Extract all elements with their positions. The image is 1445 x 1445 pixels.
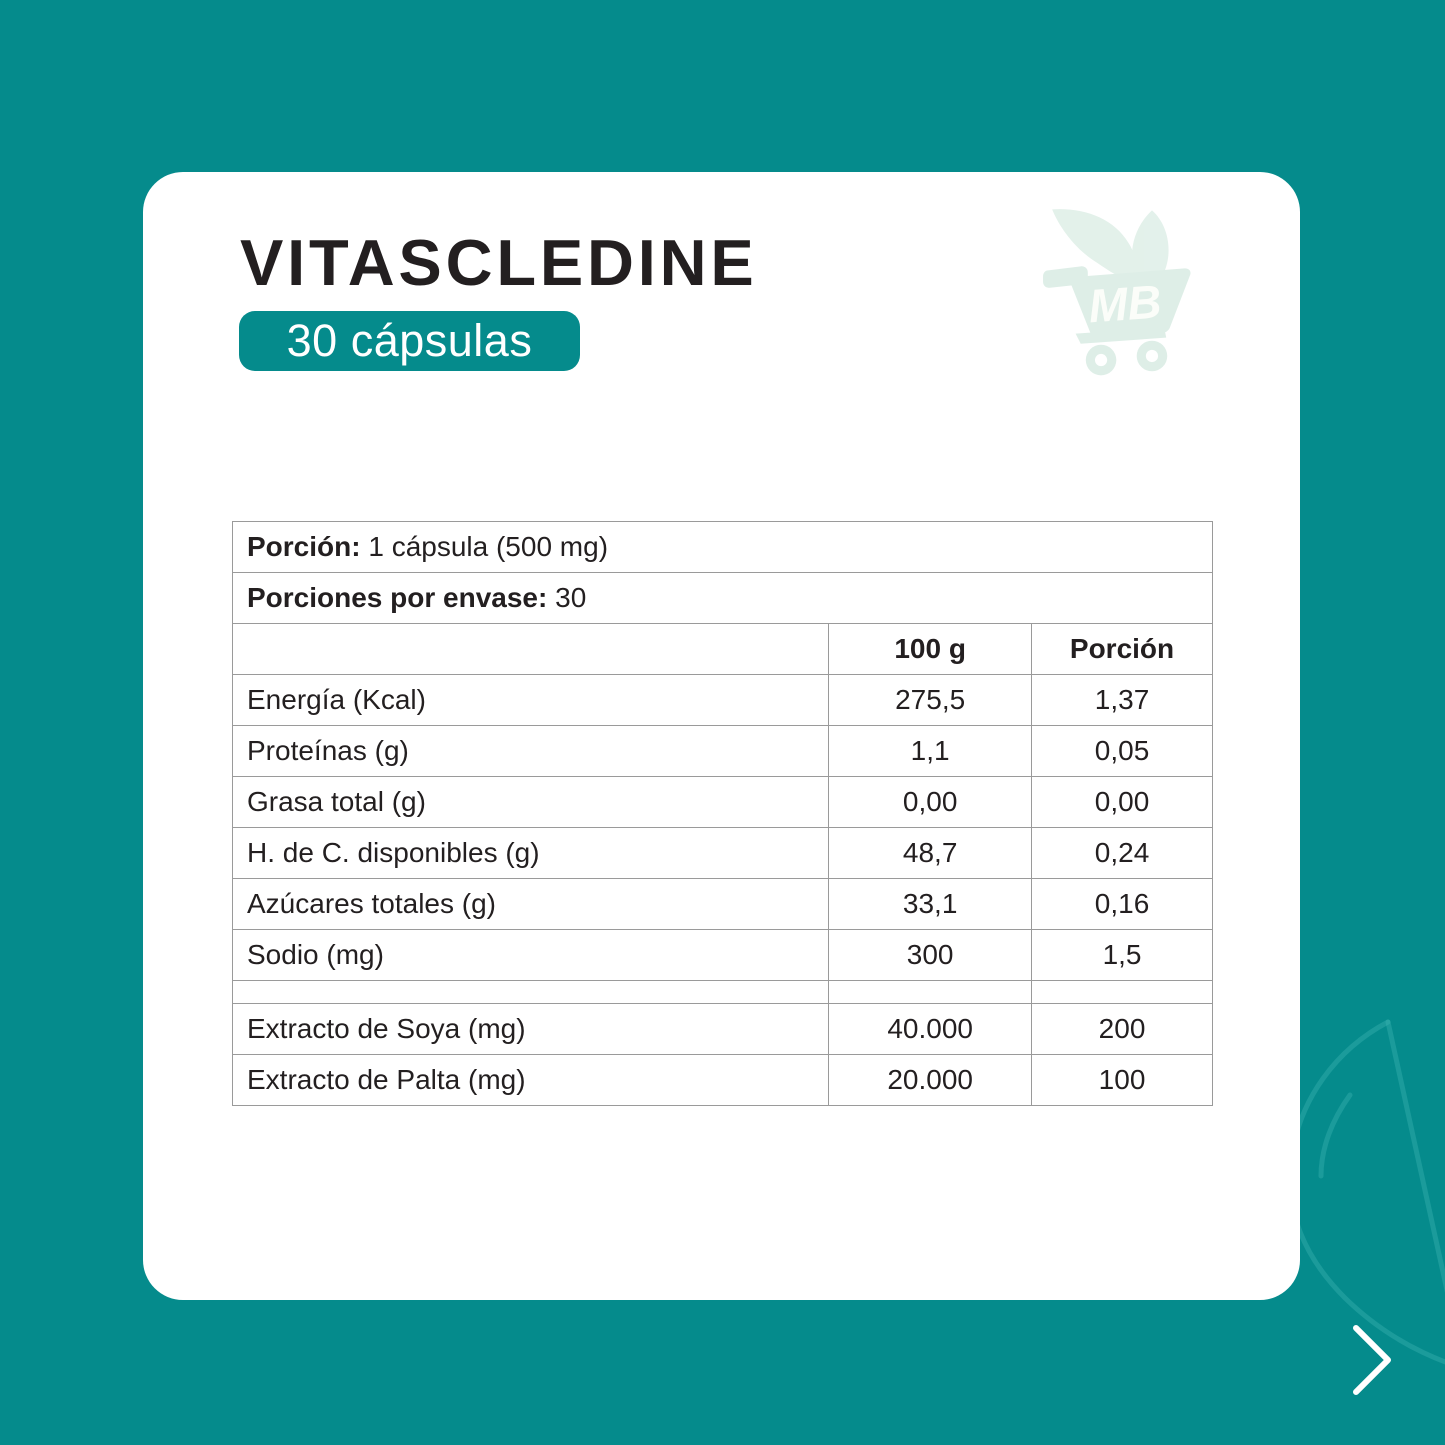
svg-text:MB: MB — [1087, 275, 1163, 332]
